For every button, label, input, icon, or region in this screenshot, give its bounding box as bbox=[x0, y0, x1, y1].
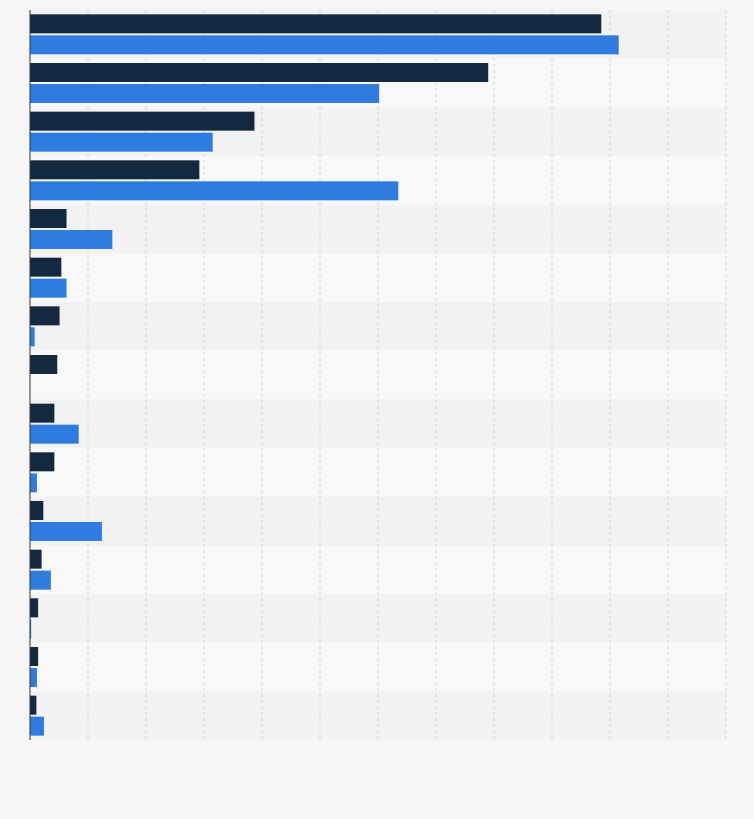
bar-series-1[interactable] bbox=[30, 160, 200, 180]
bar-series-2[interactable] bbox=[30, 570, 51, 590]
bar-series-1[interactable] bbox=[30, 63, 489, 82]
bar-series-2[interactable] bbox=[30, 35, 619, 55]
bar-series-2[interactable] bbox=[30, 230, 113, 249]
bar-series-2[interactable] bbox=[30, 619, 32, 639]
bar-series-2[interactable] bbox=[30, 522, 102, 541]
bar-series-1[interactable] bbox=[30, 598, 39, 618]
bar-series-2[interactable] bbox=[30, 84, 380, 103]
bar-series-1[interactable] bbox=[30, 14, 602, 34]
bar-series-2[interactable] bbox=[30, 716, 44, 736]
bar-series-1[interactable] bbox=[30, 306, 60, 326]
bar-series-1[interactable] bbox=[30, 111, 255, 131]
bar-series-2[interactable] bbox=[30, 473, 37, 493]
bar-series-1[interactable] bbox=[30, 452, 55, 472]
bar-series-2[interactable] bbox=[30, 668, 37, 687]
row-band bbox=[30, 350, 726, 400]
bar-series-1[interactable] bbox=[30, 647, 39, 666]
row-band bbox=[30, 302, 726, 351]
bar-series-1[interactable] bbox=[30, 403, 55, 423]
bar-series-2[interactable] bbox=[30, 132, 213, 152]
bar-series-2[interactable] bbox=[30, 278, 67, 298]
bar-series-2[interactable] bbox=[30, 327, 35, 347]
bar-series-1[interactable] bbox=[30, 257, 62, 277]
bar-series-1[interactable] bbox=[30, 355, 58, 374]
bar-series-2[interactable] bbox=[30, 181, 399, 201]
bars bbox=[30, 14, 619, 736]
bar-series-2[interactable] bbox=[30, 424, 79, 444]
gridlines bbox=[87, 10, 727, 740]
bar-series-1[interactable] bbox=[30, 501, 44, 520]
bar-series-1[interactable] bbox=[30, 695, 37, 715]
bar-series-1[interactable] bbox=[30, 209, 67, 228]
bar-series-1[interactable] bbox=[30, 549, 42, 569]
